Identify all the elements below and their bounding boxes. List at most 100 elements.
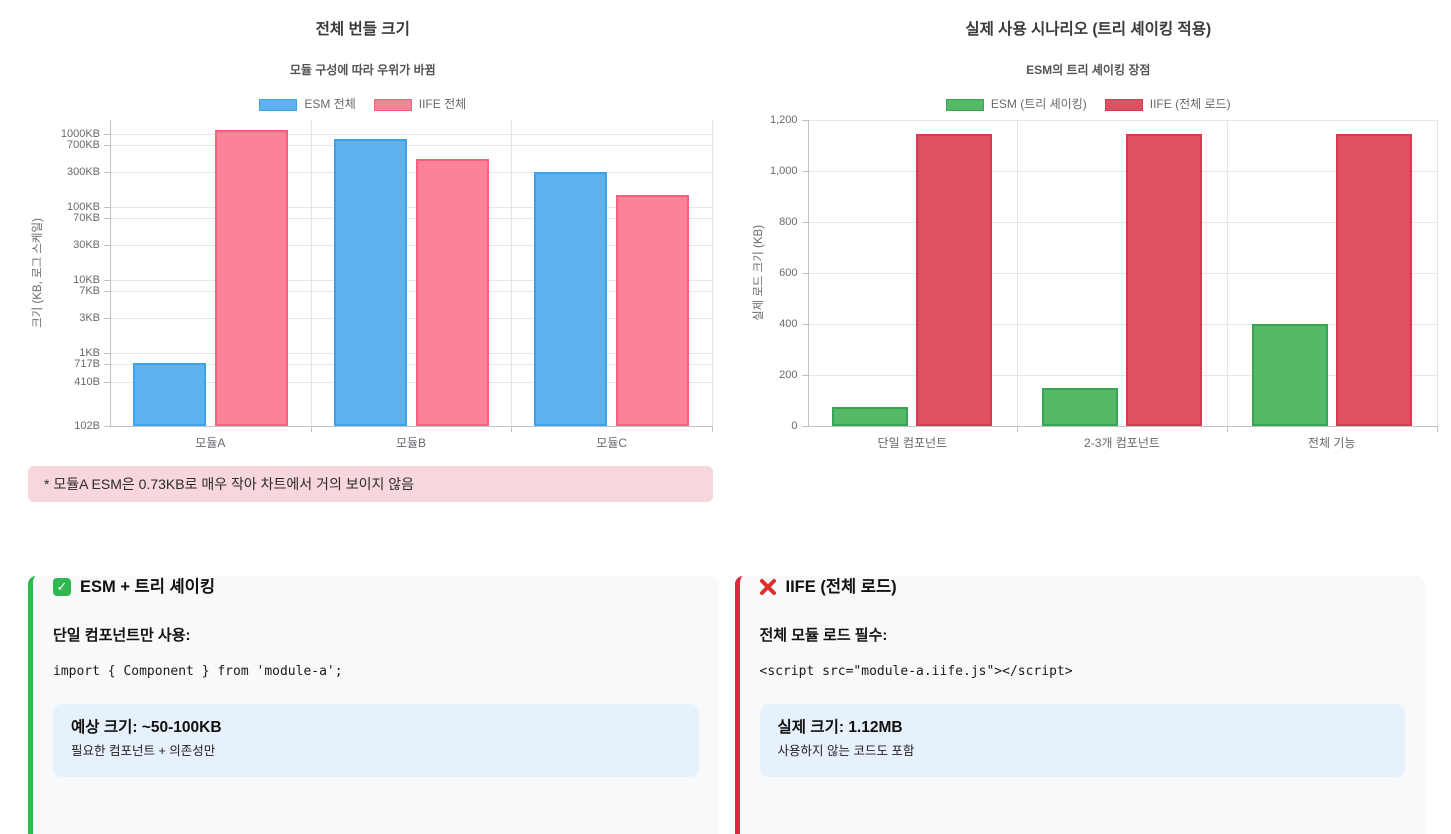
y-tick-label: 410B — [74, 376, 100, 389]
gridline — [110, 318, 712, 320]
card-section-label: 단일 컴포넌트만 사용: — [53, 627, 191, 644]
chart-legend: ESM 전체 IIFE 전체 — [0, 97, 726, 112]
y-tick-mark — [801, 120, 808, 121]
bar-series-0 — [1042, 387, 1118, 426]
card-title: ESM + 트리 셰이킹 — [80, 578, 216, 596]
gridline — [1017, 120, 1019, 426]
cross-icon — [760, 579, 777, 596]
x-tick-mark — [310, 426, 312, 432]
gridline — [110, 218, 712, 220]
y-tick-mark — [801, 426, 808, 427]
y-tick-mark — [801, 171, 808, 172]
gridline — [807, 273, 1437, 274]
y-tick-label: 70KB — [73, 212, 100, 225]
y-tick-mark — [801, 273, 808, 274]
y-axis-title: 실제 로드 크기 (KB) — [752, 224, 765, 322]
gridline — [110, 245, 712, 247]
esm-card-cell: ESM + 트리 셰이킹 단일 컴포넌트만 사용: import { Compo… — [0, 532, 726, 834]
gridline — [110, 291, 712, 293]
y-tick-mark — [104, 318, 110, 320]
bundle-size-section: 전체 번들 크기 모듈 구성에 따라 우위가 바뀜 ESM 전체 IIFE 전체 … — [0, 0, 726, 502]
legend-item: ESM 전체 — [259, 97, 356, 112]
esm-tree-shaking-card: ESM + 트리 셰이킹 단일 컴포넌트만 사용: import { Compo… — [28, 576, 719, 834]
bar-series-0 — [1251, 324, 1328, 426]
y-tick-mark — [104, 382, 110, 384]
y-tick-mark — [104, 279, 110, 281]
y-axis-line — [110, 120, 111, 426]
bar-series-0 — [832, 406, 909, 426]
y-axis-title: 크기 (KB, 로그 스케일) — [32, 218, 44, 328]
y-tick-mark — [104, 364, 110, 366]
y-tick-label: 300KB — [66, 166, 100, 179]
chart-subtitle: 모듈 구성에 따라 우위가 바뀜 — [289, 63, 436, 77]
x-tick-mark — [1436, 426, 1438, 432]
y-axis-line — [807, 120, 809, 426]
legend-label: IIFE 전체 — [418, 97, 467, 111]
y-tick-label: 1,000 — [769, 165, 798, 177]
x-tick-mark — [712, 426, 713, 432]
card-title: IIFE (전체 로드) — [785, 578, 897, 596]
x-category-label: 모듈B — [395, 436, 427, 450]
y-tick-mark — [104, 426, 110, 427]
legend-swatch — [1104, 98, 1143, 111]
bar-series-0 — [534, 172, 608, 426]
highlight-headline: 예상 크기: ~50-100KB — [71, 719, 222, 736]
highlight-headline: 실제 크기: 1.12MB — [777, 719, 903, 736]
y-tick-mark — [801, 375, 808, 376]
gridline — [1436, 120, 1438, 426]
gridline — [712, 120, 713, 426]
gridline — [310, 120, 312, 426]
x-tick-mark — [1226, 426, 1228, 432]
bar-series-1 — [415, 159, 489, 426]
legend-swatch — [945, 98, 984, 111]
bar-series-1 — [214, 129, 288, 426]
y-tick-label: 1,200 — [769, 114, 798, 126]
y-tick-label: 30KB — [73, 239, 100, 252]
legend-label: ESM (트리 셰이킹) — [990, 97, 1087, 111]
gridline — [110, 279, 712, 281]
y-tick-mark — [801, 324, 808, 325]
chart-canvas: 1,200 1,000 800 600 400 200 0 단일 컴포넌트 2-3개 컴포넌트 전… — [726, 114, 1451, 456]
check-icon — [53, 578, 71, 596]
highlight-detail: 사용하지 않는 코드도 포함 — [777, 744, 915, 758]
real-usage-chart: 실제 사용 시나리오 (트리 셰이킹 적용) ESM의 트리 셰이킹 장점 ES… — [726, 0, 1451, 456]
x-category-label: 전체 기능 — [1307, 436, 1356, 450]
bar-series-1 — [1126, 133, 1202, 426]
y-tick-label: 10KB — [73, 273, 100, 286]
gridline — [511, 120, 513, 426]
y-tick-label: 1000KB — [60, 127, 100, 140]
y-tick-mark — [104, 291, 110, 293]
chart-canvas: 1000KB 700KB 300KB 100KB 70KB 30KB 10KB 7KB 3KB 1… — [0, 120, 726, 456]
y-tick-mark — [801, 222, 808, 223]
iife-full-load-card: IIFE (전체 로드) 전체 모듈 로드 필수: <script src="m… — [734, 576, 1425, 834]
y-tick-label: 3KB — [79, 312, 100, 325]
y-tick-label: 1KB — [79, 346, 100, 359]
gridline — [807, 222, 1437, 223]
y-tick-mark — [104, 133, 110, 135]
iife-card-cell: IIFE (전체 로드) 전체 모듈 로드 필수: <script src="m… — [726, 532, 1451, 834]
legend-swatch — [259, 98, 298, 111]
chart-legend: ESM (트리 셰이킹) IIFE (전체 로드) — [726, 97, 1451, 112]
gridline — [807, 120, 1437, 121]
chart-subtitle: ESM의 트리 셰이킹 장점 — [1026, 63, 1151, 77]
gridline — [1226, 120, 1228, 426]
y-tick-mark — [104, 206, 110, 208]
y-tick-label: 800 — [779, 216, 798, 228]
y-tick-label: 400 — [779, 318, 798, 330]
y-tick-label: 7KB — [79, 285, 100, 298]
x-tick-mark — [1017, 426, 1019, 432]
x-category-label: 모듈C — [596, 436, 628, 450]
bar-series-1 — [1335, 133, 1412, 426]
x-axis-line — [110, 426, 713, 427]
gridline — [110, 352, 712, 354]
gridline — [807, 171, 1437, 172]
footnote-box: * 모듈A ESM은 0.73KB로 매우 작아 차트에서 거의 보이지 않음 — [28, 466, 713, 502]
legend-label: IIFE (전체 로드) — [1149, 97, 1231, 111]
chart-title: 실제 사용 시나리오 (트리 셰이킹 적용) — [965, 21, 1212, 38]
x-category-label: 모듈A — [195, 436, 226, 450]
y-tick-mark — [104, 352, 110, 354]
real-usage-section: 실제 사용 시나리오 (트리 셰이킹 적용) ESM의 트리 셰이킹 장점 ES… — [726, 0, 1451, 502]
y-tick-label: 200 — [779, 369, 798, 381]
legend-label: ESM 전체 — [304, 97, 356, 111]
